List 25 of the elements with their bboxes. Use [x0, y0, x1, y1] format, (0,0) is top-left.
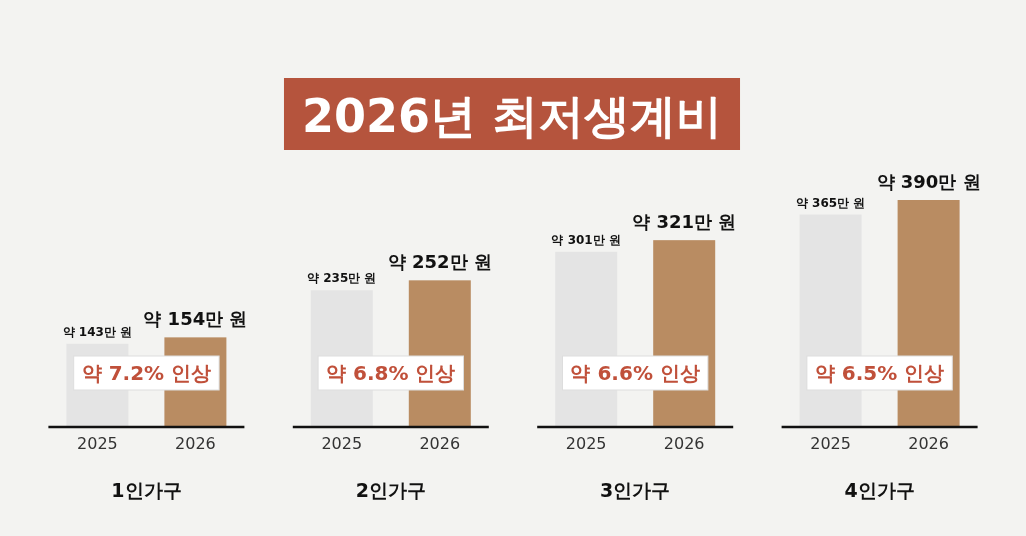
data-label: 약 154만 원 [143, 308, 248, 330]
x-tick-label: 2026 [663, 434, 705, 453]
x-tick-label: 2026 [419, 434, 461, 453]
data-label: 약 365만 원 [795, 195, 866, 210]
data-label: 약 252만 원 [387, 251, 492, 273]
x-tick-label: 2026 [175, 434, 216, 453]
x-tick-label: 2025 [565, 434, 607, 453]
data-label: 약 390만 원 [876, 171, 981, 192]
x-tick-label: 2025 [321, 434, 363, 453]
text: 2026년 최저생계비 [301, 89, 723, 143]
x-axis-title: 1인가구 [111, 479, 182, 501]
annotation: 약 6.8% 인상 [326, 361, 456, 385]
data-label: 약 321만 원 [632, 211, 737, 233]
x-tick-label: 2026 [908, 434, 949, 453]
annotation: 약 6.6% 인상 [570, 361, 700, 385]
x-axis-title: 2인가구 [355, 479, 426, 501]
data-label: 약 301만 원 [551, 232, 621, 247]
x-axis-title: 3인가구 [600, 479, 671, 501]
x-axis-title: 4인가구 [844, 479, 915, 501]
x-tick-label: 2025 [810, 434, 851, 453]
annotation: 약 7.2% 인상 [81, 361, 212, 385]
x-tick-label: 2025 [77, 434, 118, 453]
data-label: 약 143만 원 [62, 324, 133, 339]
annotation: 약 6.5% 인상 [814, 361, 945, 385]
data-label: 약 235만 원 [307, 271, 377, 286]
